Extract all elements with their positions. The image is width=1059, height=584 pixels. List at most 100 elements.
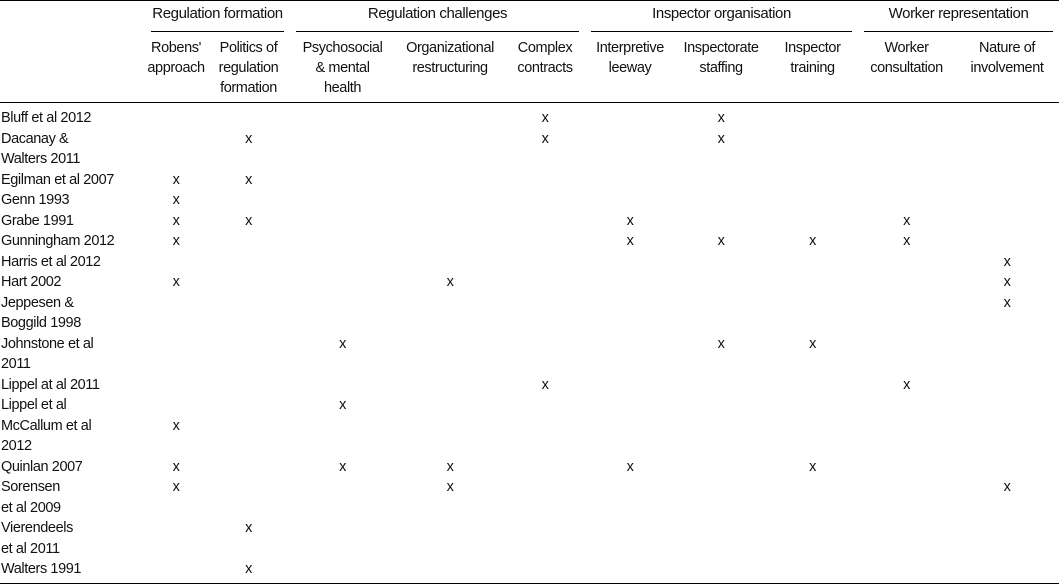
column-header: Nature of involvement xyxy=(955,33,1059,103)
mark-cell xyxy=(767,129,858,170)
mark-cell: x xyxy=(145,211,207,232)
table-row: Harris et al 2012 x xyxy=(0,252,1059,273)
mark-cell xyxy=(207,375,290,396)
mark-cell: x xyxy=(675,129,767,170)
column-header-line: contracts xyxy=(517,60,573,76)
mark-cell xyxy=(858,334,955,375)
mark-cell: x xyxy=(207,518,290,559)
mark-cell xyxy=(207,395,290,416)
study-cell: Hart 2002 xyxy=(0,272,145,293)
group-header-label: Regulation formation xyxy=(151,5,285,32)
mark-cell: x xyxy=(955,252,1059,273)
column-header-line: involvement xyxy=(970,60,1044,76)
x-mark: x xyxy=(541,130,549,147)
mark-cell xyxy=(767,211,858,232)
mark-cell: x xyxy=(145,477,207,518)
mark-cell xyxy=(858,416,955,457)
mark-cell xyxy=(395,293,505,334)
table-row: Lippel at al 2011 x x xyxy=(0,375,1059,396)
column-header-line: Inspector xyxy=(784,40,841,56)
group-header: Worker representation xyxy=(858,1,1059,34)
mark-cell xyxy=(395,518,505,559)
study-cell: Lippel at al 2011 xyxy=(0,375,145,396)
x-mark: x xyxy=(446,458,454,475)
study-cell: Johnstone et al 2011 xyxy=(0,334,145,375)
column-header: Worker consultation xyxy=(858,33,956,103)
mark-cell xyxy=(505,395,585,416)
x-mark: x xyxy=(809,458,816,475)
column-header-row: Robens' approach Politics of regulation form… xyxy=(0,33,1059,103)
mark-cell xyxy=(207,334,290,375)
mark-cell xyxy=(145,375,207,396)
table-row: Walters 1991 x xyxy=(0,559,1059,583)
column-header-line: Politics of xyxy=(219,40,278,56)
mark-cell xyxy=(675,293,767,334)
x-mark: x xyxy=(903,233,910,249)
mark-cell xyxy=(505,190,585,211)
mark-cell: x xyxy=(767,231,858,252)
mark-cell xyxy=(207,272,290,293)
mark-cell xyxy=(290,293,395,334)
mark-cell: x xyxy=(858,375,955,396)
mark-cell xyxy=(207,457,290,478)
mark-cell xyxy=(675,190,767,211)
mark-cell: x xyxy=(675,334,767,375)
column-header-line: Nature of xyxy=(979,40,1036,56)
mark-cell xyxy=(145,252,207,273)
mark-cell xyxy=(505,416,585,457)
mark-cell xyxy=(858,457,955,478)
mark-cell xyxy=(505,252,585,273)
mark-cell xyxy=(505,457,585,478)
x-mark: x xyxy=(172,192,180,208)
mark-cell xyxy=(675,375,767,396)
group-header-label: Regulation challenges xyxy=(296,5,580,32)
mark-cell xyxy=(955,334,1059,375)
table-row: Lippel et al x xyxy=(0,395,1059,416)
study-name: Walters 1991 xyxy=(1,561,82,577)
table-row: Hart 2002 x x x xyxy=(0,272,1059,293)
column-header: Politics of regulation formation xyxy=(207,33,291,103)
mark-cell: x xyxy=(675,103,767,129)
mark-cell: x xyxy=(585,231,675,252)
column-header-line: Inspectorate xyxy=(683,40,759,56)
mark-cell xyxy=(290,518,395,559)
study-name: Bluff et al 2012 xyxy=(1,110,92,126)
mark-cell xyxy=(505,518,585,559)
mark-cell xyxy=(505,231,585,252)
mark-cell xyxy=(395,211,505,232)
mark-cell xyxy=(585,272,675,293)
mark-cell xyxy=(858,190,955,211)
mark-cell xyxy=(207,293,290,334)
mark-cell: x xyxy=(145,272,207,293)
x-mark: x xyxy=(903,212,910,229)
mark-cell xyxy=(395,231,505,252)
mark-cell xyxy=(675,457,767,478)
mark-cell xyxy=(858,518,955,559)
mark-cell xyxy=(675,416,767,457)
study-name: Lippel at al 2011 xyxy=(1,376,100,393)
mark-cell xyxy=(505,334,585,375)
group-header-row: Regulation formation Regulation challenge… xyxy=(0,1,1059,34)
mark-cell xyxy=(145,293,207,334)
x-mark: x xyxy=(172,274,180,290)
mark-cell: x xyxy=(207,211,290,232)
mark-cell xyxy=(585,190,675,211)
mark-cell xyxy=(858,559,955,583)
mark-cell xyxy=(505,477,585,518)
mark-cell xyxy=(585,334,675,375)
mark-cell xyxy=(767,103,858,129)
mark-cell xyxy=(767,395,858,416)
study-cell: McCallum et al 2012 xyxy=(0,416,145,457)
table-row: Genn 1993 x xyxy=(0,190,1059,211)
group-header: Regulation challenges xyxy=(290,1,585,34)
mark-cell: x xyxy=(207,129,290,170)
mark-cell: x xyxy=(955,272,1059,293)
mark-cell xyxy=(767,518,858,559)
mark-cell xyxy=(145,334,207,375)
mark-cell xyxy=(207,252,290,273)
x-mark: x xyxy=(541,376,549,393)
mark-cell xyxy=(955,395,1059,416)
mark-cell xyxy=(955,190,1059,211)
column-header-line: Robens' xyxy=(151,40,201,56)
mark-cell xyxy=(955,559,1059,583)
